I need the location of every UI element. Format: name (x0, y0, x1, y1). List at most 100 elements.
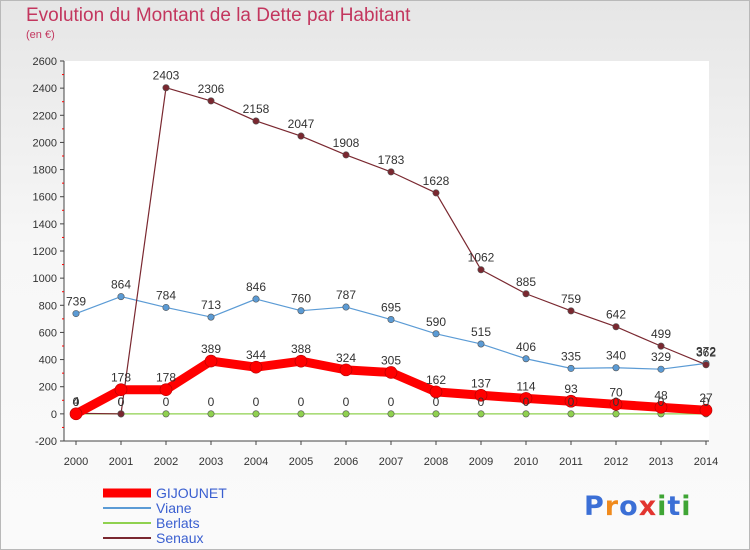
logo-letter: i (681, 491, 692, 522)
data-label-berlats: 0 (703, 395, 710, 409)
data-point-senaux (252, 117, 260, 125)
data-point-senaux (477, 266, 485, 274)
data-label-berlats: 0 (298, 395, 305, 409)
data-point-gijounet (564, 394, 578, 408)
data-label-senaux: 759 (561, 292, 581, 306)
data-point-gijounet (474, 388, 488, 402)
data-label-senaux: 1783 (378, 153, 405, 167)
legend-label-senaux: Senaux (156, 530, 203, 546)
data-label-viane: 329 (651, 350, 671, 364)
data-point-senaux (657, 342, 665, 350)
legend-label-berlats: Berlats (156, 515, 200, 531)
data-label-gijounet: 162 (426, 373, 446, 387)
legend-label-viane: Viane (156, 500, 192, 516)
y-tick-label: -200 (35, 436, 57, 448)
data-point-viane (657, 365, 665, 373)
y-tick-label: 1400 (33, 219, 57, 231)
x-tick-label: 2010 (514, 456, 538, 468)
data-point-gijounet (249, 360, 263, 374)
data-label-gijounet: 114 (516, 379, 535, 393)
data-label-gijounet: 344 (246, 348, 266, 362)
data-point-viane (72, 310, 80, 318)
x-tick-label: 2014 (694, 456, 718, 468)
y-tick-label: 1800 (33, 165, 57, 177)
data-point-gijounet (339, 363, 353, 377)
data-label-viane: 864 (111, 278, 131, 292)
data-label-gijounet: 324 (336, 351, 356, 365)
data-point-berlats (387, 410, 395, 418)
x-tick-label: 2000 (64, 456, 88, 468)
logo-letter: t (667, 491, 682, 522)
data-label-viane: 695 (381, 301, 401, 315)
data-point-berlats (207, 410, 215, 418)
data-point-senaux (612, 323, 620, 331)
data-point-viane (252, 295, 260, 303)
data-label-berlats: 0 (658, 395, 665, 409)
data-label-viane: 340 (606, 349, 626, 363)
x-tick-label: 2004 (244, 456, 268, 468)
x-tick-label: 2007 (379, 456, 403, 468)
data-point-viane (387, 316, 395, 324)
data-point-berlats (162, 410, 170, 418)
data-point-senaux (162, 84, 170, 92)
logo-letter: P (584, 491, 605, 522)
data-label-viane: 846 (246, 280, 266, 294)
x-tick-label: 2005 (289, 456, 313, 468)
data-point-viane (522, 355, 530, 363)
data-label-gijounet: 178 (111, 371, 131, 385)
data-label-senaux: 1628 (423, 174, 450, 188)
y-tick-label: 2200 (33, 110, 57, 122)
x-tick-label: 2002 (154, 456, 178, 468)
data-label-viane: 760 (291, 292, 311, 306)
data-point-viane (567, 364, 575, 372)
data-label-berlats: 0 (478, 395, 485, 409)
y-tick-label: 2400 (33, 83, 57, 95)
data-label-berlats: 0 (388, 395, 395, 409)
data-point-senaux (432, 189, 440, 197)
data-point-berlats (297, 410, 305, 418)
data-label-berlats: 0 (568, 395, 575, 409)
data-label-viane: 372 (696, 344, 716, 358)
data-label-senaux: 499 (651, 327, 671, 341)
data-label-gijounet: 137 (471, 376, 491, 390)
data-point-gijounet (69, 407, 83, 421)
data-point-gijounet (429, 385, 443, 399)
data-point-viane (117, 293, 125, 301)
x-tick-label: 2012 (604, 456, 628, 468)
data-label-senaux: 2047 (288, 117, 315, 131)
data-label-viane: 335 (561, 349, 581, 363)
chart-subtitle: (en €) (26, 29, 55, 41)
data-label-berlats: 0 (118, 395, 125, 409)
y-tick-label: 2600 (33, 56, 57, 68)
data-point-viane (342, 303, 350, 311)
y-tick-label: 400 (39, 355, 57, 367)
data-label-viane: 590 (426, 315, 446, 329)
data-point-viane (162, 303, 170, 311)
data-label-gijounet: 178 (156, 371, 176, 385)
data-label-viane: 515 (471, 325, 491, 339)
data-point-viane (477, 340, 485, 348)
data-point-gijounet (699, 403, 713, 417)
plot-area (64, 61, 709, 441)
data-point-gijounet (519, 392, 533, 405)
data-label-senaux: 2403 (153, 69, 180, 83)
data-point-gijounet (654, 401, 668, 414)
y-tick-label: 1000 (33, 273, 57, 285)
x-tick-label: 2009 (469, 456, 493, 468)
data-label-gijounet: 70 (609, 385, 623, 399)
data-label-senaux: 362 (696, 346, 716, 360)
legend-label-gijounet: GIJOUNET (156, 485, 227, 501)
y-tick-label: 1200 (33, 246, 57, 258)
data-label-senaux: 2158 (243, 102, 270, 116)
data-label-berlats: 0 (208, 395, 215, 409)
data-point-senaux (702, 361, 710, 369)
data-label-viane: 713 (201, 298, 221, 312)
data-point-berlats (567, 410, 575, 418)
proxiti-logo: Proxiti (584, 491, 692, 522)
x-tick-label: 2003 (199, 456, 223, 468)
data-point-berlats (432, 410, 440, 418)
data-label-senaux: 1908 (333, 136, 360, 150)
data-point-berlats (252, 410, 260, 418)
data-point-gijounet (384, 366, 398, 379)
